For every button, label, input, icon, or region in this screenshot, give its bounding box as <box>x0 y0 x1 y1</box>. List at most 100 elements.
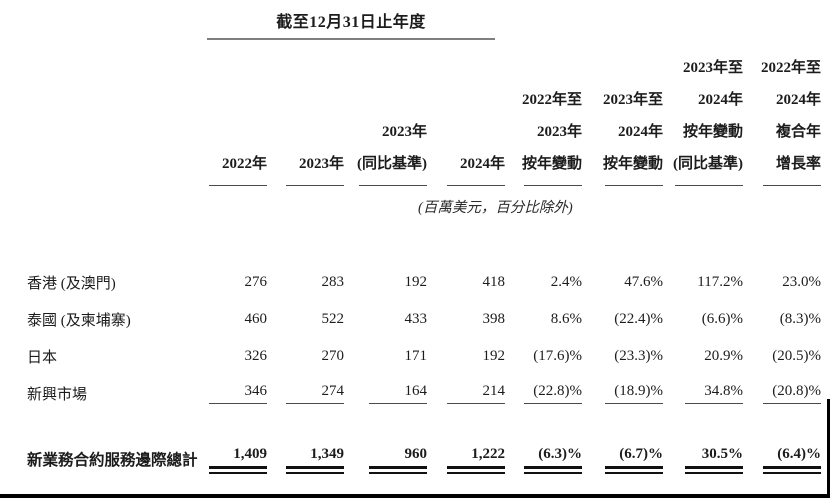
column-header-2024: 2024年 <box>427 148 505 186</box>
column-header-row: 2022年 2023年 2023年 (同比基準) 2024年 2022年至 20… <box>0 44 830 186</box>
total-value: (6.7)% <box>605 446 663 474</box>
cell-value: (18.9)% <box>582 383 663 404</box>
cell-value: (22.8)% <box>505 383 582 404</box>
header-line: 按年變動 <box>521 156 582 172</box>
header-line: 2022年至 <box>760 60 821 76</box>
header-underline <box>359 185 427 186</box>
header-line: 2023年 <box>536 124 582 140</box>
unit-note-row: (百萬美元，百分比除外) <box>418 196 573 217</box>
cell-value: (20.5)% <box>772 348 821 364</box>
cell-value: 433 <box>404 311 428 327</box>
header-underline <box>605 185 663 186</box>
cell-value: 274 <box>267 383 344 404</box>
header-line: (同比基準) <box>673 156 743 172</box>
header-line: 2023年 <box>298 156 344 172</box>
header-line: 複合年 <box>775 124 821 140</box>
cell-value: 214 <box>427 383 505 404</box>
cell-value: (17.6)% <box>533 348 582 364</box>
table-row-thailand: 泰國 (及柬埔寨) 460 522 433 398 8.6% (22.4)% (… <box>0 301 830 338</box>
total-cell: 1,349 <box>267 446 344 474</box>
cell-value: (20.8)% <box>743 383 821 404</box>
row-label: 日本 <box>27 350 58 366</box>
header-line: 2024年 <box>697 92 743 108</box>
total-value: 30.5% <box>685 446 743 474</box>
cell-value: (23.3)% <box>614 348 663 364</box>
total-cell: (6.4)% <box>743 446 821 474</box>
underlined-value: 274 <box>286 383 344 404</box>
cell-value: 522 <box>321 311 345 327</box>
total-cell: (6.3)% <box>505 446 582 474</box>
total-value: (6.4)% <box>763 446 821 474</box>
page-bottom-border <box>0 494 830 498</box>
cell-value: 192 <box>404 274 428 290</box>
underlined-value: 164 <box>369 383 427 404</box>
cell-value: 326 <box>244 348 268 364</box>
cell-value: 23.0% <box>782 274 821 290</box>
cell-value: 346 <box>207 383 267 404</box>
column-header-2022-2023-yoy: 2022年至 2023年 按年變動 <box>505 84 582 186</box>
cell-value: 276 <box>244 274 268 290</box>
underlined-value: 214 <box>447 383 505 404</box>
table-row-japan: 日本 326 270 171 192 (17.6)% (23.3)% 20.9%… <box>0 338 830 375</box>
header-line: 2023年至 <box>602 92 663 108</box>
table-body: 香港 (及澳門) 276 283 192 418 2.4% 47.6% 117.… <box>0 264 830 412</box>
cell-value: 34.8% <box>663 383 743 404</box>
cell-value: (8.3)% <box>779 311 821 327</box>
underlined-value: (20.8)% <box>763 383 821 404</box>
header-line: 2024年 <box>459 156 505 172</box>
header-line: (同比基準) <box>357 156 427 172</box>
header-line: 2022年至 <box>521 92 582 108</box>
column-header-2023: 2023年 <box>267 148 344 186</box>
column-header-2023-2024-yoy: 2023年至 2024年 按年變動 <box>582 84 663 186</box>
column-header-2023-2024-yoy-like-for-like: 2023年至 2024年 按年變動 (同比基準) <box>663 52 743 186</box>
total-cell: 1,409 <box>207 446 267 474</box>
row-label: 新興市場 <box>27 387 88 403</box>
table-row-emerging-markets: 新興市場 346 274 164 214 (22.8)% (18.9)% 34.… <box>0 375 830 412</box>
underlined-value: 346 <box>209 383 267 404</box>
total-cell: 960 <box>344 446 427 474</box>
total-row-label: 新業務合約服務邊際總計 <box>27 452 198 469</box>
total-cell: 1,222 <box>427 446 505 474</box>
header-line: 增長率 <box>775 156 821 172</box>
span-header: 截至12月31日止年度 <box>207 12 495 40</box>
cell-value: (6.6)% <box>701 311 743 327</box>
column-header-2022: 2022年 <box>207 148 267 186</box>
underlined-value: (18.9)% <box>605 383 663 404</box>
cell-value: 283 <box>321 274 345 290</box>
underlined-value: (22.8)% <box>524 383 582 404</box>
total-value: (6.3)% <box>524 446 582 474</box>
header-line: 按年變動 <box>682 124 743 140</box>
underlined-value: 34.8% <box>685 383 743 404</box>
table-row-hong-kong: 香港 (及澳門) 276 283 192 418 2.4% 47.6% 117.… <box>0 264 830 301</box>
cell-value: 192 <box>482 348 506 364</box>
cell-value: 398 <box>482 311 506 327</box>
header-line: 2022年 <box>221 156 267 172</box>
cell-value: 171 <box>404 348 428 364</box>
row-label: 泰國 (及柬埔寨) <box>27 313 131 329</box>
header-underline <box>286 185 344 186</box>
header-line: 2023年至 <box>682 60 743 76</box>
page-right-border <box>827 399 830 498</box>
cell-value: 164 <box>344 383 427 404</box>
cell-value: 270 <box>321 348 345 364</box>
cell-value: (22.4)% <box>614 311 663 327</box>
span-header-rule <box>207 38 495 40</box>
table-total-row: 新業務合約服務邊際總計 1,409 1,349 960 1,222 (6.3)%… <box>0 446 830 474</box>
header-line: 2024年 <box>775 92 821 108</box>
header-underline <box>524 185 582 186</box>
header-underline <box>763 185 821 186</box>
header-underline <box>447 185 505 186</box>
total-cell: (6.7)% <box>582 446 663 474</box>
cell-value: 117.2% <box>697 274 743 290</box>
unit-note: (百萬美元，百分比除外) <box>418 200 573 216</box>
cell-value: 20.9% <box>704 348 743 364</box>
header-line: 2024年 <box>617 124 663 140</box>
cell-value: 47.6% <box>624 274 663 290</box>
cell-value: 418 <box>482 274 506 290</box>
total-value: 1,409 <box>209 446 267 474</box>
cell-value: 460 <box>244 311 268 327</box>
total-value: 1,349 <box>286 446 344 474</box>
column-header-2023-like-for-like: 2023年 (同比基準) <box>344 116 427 186</box>
header-line: 按年變動 <box>602 156 663 172</box>
